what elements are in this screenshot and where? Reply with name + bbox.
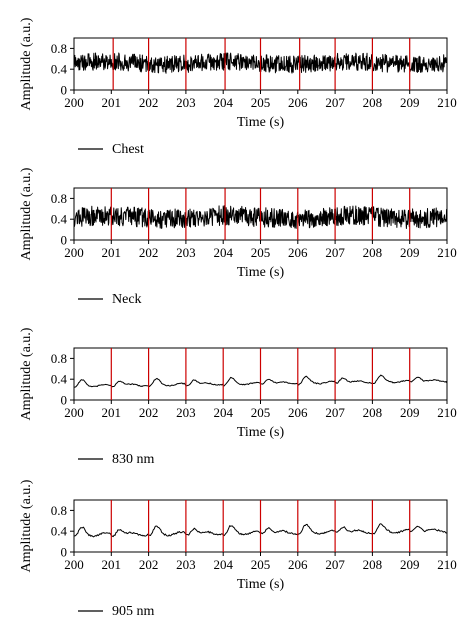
x-tick-label: 209 — [400, 95, 420, 110]
x-tick-label: 204 — [213, 405, 233, 420]
x-tick-label: 200 — [64, 95, 84, 110]
x-axis-label: Time (s) — [237, 425, 285, 440]
x-tick-label: 207 — [325, 405, 345, 420]
x-axis-label: Time (s) — [237, 577, 285, 592]
chart-panel-3: 200 201 202 203 204 205 206 207 208 209 210 0 0.4 0.8… — [19, 327, 457, 467]
x-tick-label: 201 — [102, 245, 122, 260]
x-tick-label: 206 — [288, 245, 308, 260]
x-tick-label: 202 — [139, 405, 159, 420]
x-tick-label: 209 — [400, 405, 420, 420]
x-axis-label: Time (s) — [237, 265, 285, 280]
y-tick-label: 0.8 — [51, 41, 67, 56]
x-tick-label: 204 — [213, 557, 233, 572]
chart-panel-2: 200 201 202 203 204 205 206 207 208 209 210 0 0.4 0.8… — [19, 167, 457, 307]
x-tick-label: 204 — [213, 95, 233, 110]
x-tick-label: 202 — [139, 245, 159, 260]
y-tick-label: 0 — [61, 83, 68, 98]
y-tick-label: 0 — [61, 233, 68, 248]
x-tick-label: 203 — [176, 245, 196, 260]
x-tick-label: 204 — [213, 245, 233, 260]
x-tick-label: 206 — [288, 557, 308, 572]
x-tick-label: 201 — [102, 95, 122, 110]
y-tick-label: 0.8 — [51, 191, 67, 206]
x-tick-label: 206 — [288, 95, 308, 110]
y-tick-label: 0 — [61, 545, 68, 560]
x-tick-label: 208 — [363, 95, 383, 110]
legend-label: 830 nm — [112, 452, 155, 467]
x-tick-label: 208 — [363, 405, 383, 420]
y-tick-label: 0.8 — [51, 351, 67, 366]
y-tick-label: 0.4 — [51, 212, 68, 227]
y-axis-label: Amplitude (a.u.) — [19, 327, 34, 420]
x-tick-label: 208 — [363, 245, 383, 260]
x-tick-label: 205 — [251, 95, 271, 110]
x-tick-label: 210 — [437, 95, 457, 110]
legend-label: Chest — [112, 142, 144, 157]
x-tick-label: 207 — [325, 95, 345, 110]
y-tick-label: 0.8 — [51, 503, 67, 518]
x-tick-label: 205 — [251, 405, 271, 420]
x-tick-label: 202 — [139, 95, 159, 110]
x-tick-label: 208 — [363, 557, 383, 572]
x-axis-label: Time (s) — [237, 115, 285, 130]
x-tick-label: 209 — [400, 557, 420, 572]
y-tick-label: 0.4 — [51, 62, 68, 77]
x-tick-label: 200 — [64, 245, 84, 260]
y-axis-label: Amplitude (a.u.) — [19, 17, 34, 110]
x-tick-label: 203 — [176, 557, 196, 572]
x-tick-label: 207 — [325, 557, 345, 572]
x-tick-label: 205 — [251, 245, 271, 260]
x-tick-label: 200 — [64, 405, 84, 420]
x-tick-label: 205 — [251, 557, 271, 572]
x-tick-label: 206 — [288, 405, 308, 420]
y-tick-label: 0.4 — [51, 372, 68, 387]
x-tick-label: 207 — [325, 245, 345, 260]
x-tick-label: 203 — [176, 405, 196, 420]
y-tick-label: 0 — [61, 393, 68, 408]
x-tick-label: 203 — [176, 95, 196, 110]
chart-panel-1: 200 201 202 203 204 205 206 207 208 209 210 0 0.4 0.8… — [19, 17, 457, 157]
x-tick-label: 201 — [102, 557, 122, 572]
x-tick-label: 201 — [102, 405, 122, 420]
x-tick-label: 210 — [437, 557, 457, 572]
y-axis-label: Amplitude (a.u.) — [19, 167, 34, 260]
y-axis-label: Amplitude (a.u.) — [19, 479, 34, 572]
x-tick-label: 200 — [64, 557, 84, 572]
x-tick-label: 210 — [437, 405, 457, 420]
legend-label: Neck — [112, 292, 142, 307]
chart-panel-4: 200 201 202 203 204 205 206 207 208 209 210 0 0.4 0.8… — [19, 479, 457, 619]
legend-label: 905 nm — [112, 604, 155, 619]
y-tick-label: 0.4 — [51, 524, 68, 539]
x-tick-label: 209 — [400, 245, 420, 260]
x-tick-label: 202 — [139, 557, 159, 572]
x-tick-label: 210 — [437, 245, 457, 260]
